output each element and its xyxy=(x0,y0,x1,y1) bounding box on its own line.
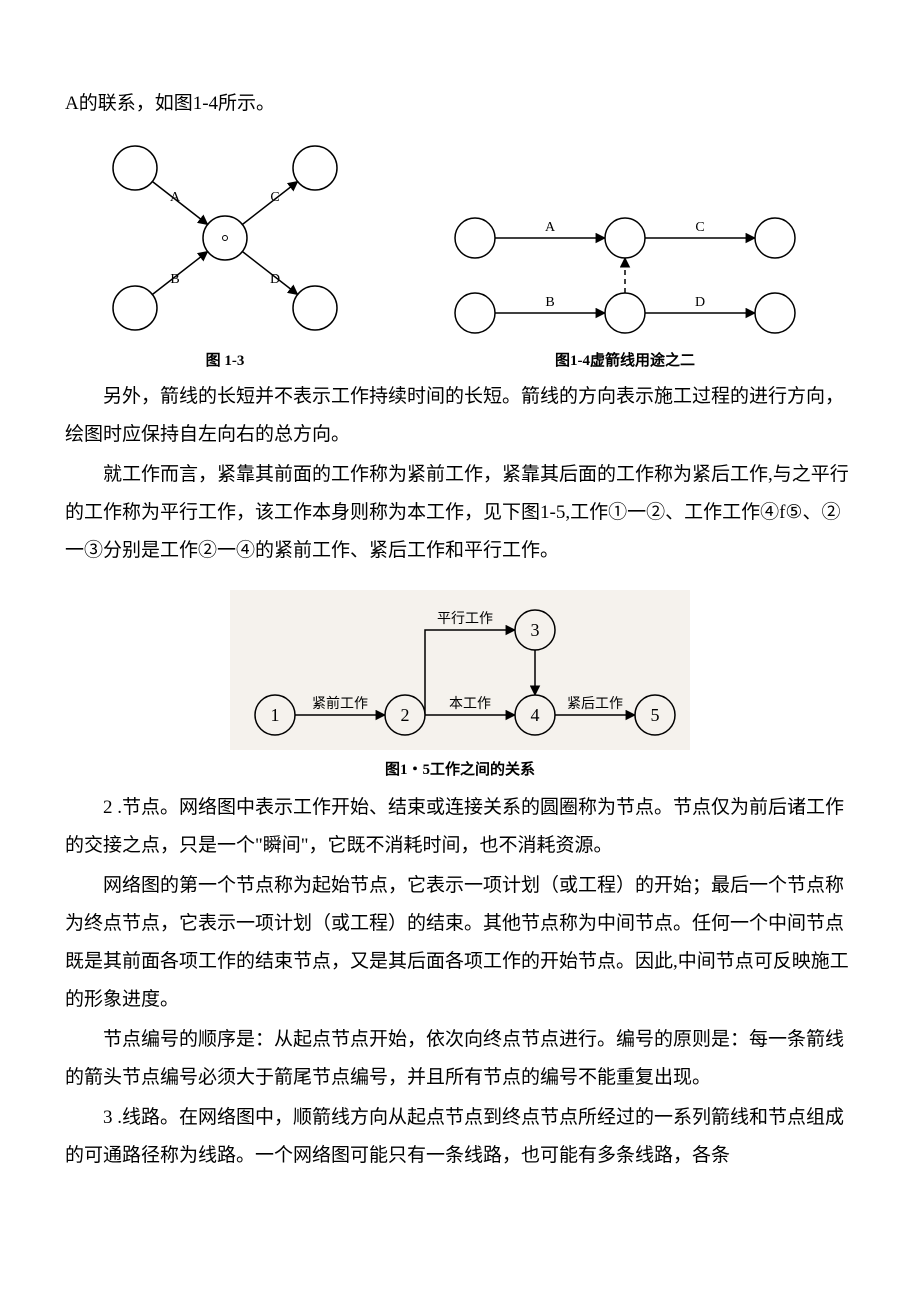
svg-text:平行工作: 平行工作 xyxy=(437,611,493,627)
paragraph-6: 3 .线路。在网络图中，顺箭线方向从起点节点到终点节点所经过的一系列箭线和节点组… xyxy=(65,1099,855,1175)
paragraph-0: A的联系，如图1-4所示。 xyxy=(65,85,855,123)
svg-text:1: 1 xyxy=(271,705,280,725)
figure-1-4-caption: 图1-4虚箭线用途之二 xyxy=(555,349,695,370)
svg-text:3: 3 xyxy=(531,620,540,640)
paragraph-4: 网络图的第一个节点称为起始节点，它表示一项计划（或工程）的开始；最后一个节点称为… xyxy=(65,867,855,1019)
svg-text:本工作: 本工作 xyxy=(449,696,491,712)
figure-1-5-block: 紧前工作 本工作 紧后工作 平行工作 1 2 3 4 5 xyxy=(65,590,855,750)
svg-text:C: C xyxy=(270,190,279,205)
svg-text:2: 2 xyxy=(401,705,410,725)
svg-text:紧后工作: 紧后工作 xyxy=(567,696,623,712)
figure-1-5-svg: 紧前工作 本工作 紧后工作 平行工作 1 2 3 4 5 xyxy=(230,590,690,750)
figure-1-4-block: A C B D 图1-4虚箭线用途之二 xyxy=(435,203,815,370)
paragraph-1: 另外，箭线的长短并不表示工作持续时间的长短。箭线的方向表示施工过程的进行方向，绘… xyxy=(65,378,855,454)
paragraph-3: 2 .节点。网络图中表示工作开始、结束或连接关系的圆圈称为节点。节点仅为前后诸工… xyxy=(65,789,855,865)
figure-1-5-caption: 图1・5工作之间的关系 xyxy=(65,758,855,779)
svg-text:紧前工作: 紧前工作 xyxy=(312,695,368,712)
svg-text:A: A xyxy=(170,190,181,205)
svg-text:C: C xyxy=(695,220,704,235)
figures-row-1: A B C D 图 1-3 A C B D 图1-4虚箭线用途之二 xyxy=(85,133,855,370)
svg-text:D: D xyxy=(270,272,280,287)
svg-text:4: 4 xyxy=(531,705,540,725)
svg-text:D: D xyxy=(695,295,705,310)
svg-text:B: B xyxy=(170,272,179,287)
svg-text:5: 5 xyxy=(651,705,660,725)
paragraph-5: 节点编号的顺序是：从起点节点开始，依次向终点节点进行。编号的原则是：每一条箭线的… xyxy=(65,1021,855,1097)
figure-1-4-svg: A C B D xyxy=(435,203,815,343)
svg-text:B: B xyxy=(545,295,554,310)
figure-1-3-caption: 图 1-3 xyxy=(206,349,245,370)
figure-1-3-svg: A B C D xyxy=(85,133,365,343)
paragraph-2: 就工作而言，紧靠其前面的工作称为紧前工作，紧靠其后面的工作称为紧后工作,与之平行… xyxy=(65,456,855,570)
figure-1-3-block: A B C D 图 1-3 xyxy=(85,133,365,370)
svg-text:A: A xyxy=(545,220,556,235)
